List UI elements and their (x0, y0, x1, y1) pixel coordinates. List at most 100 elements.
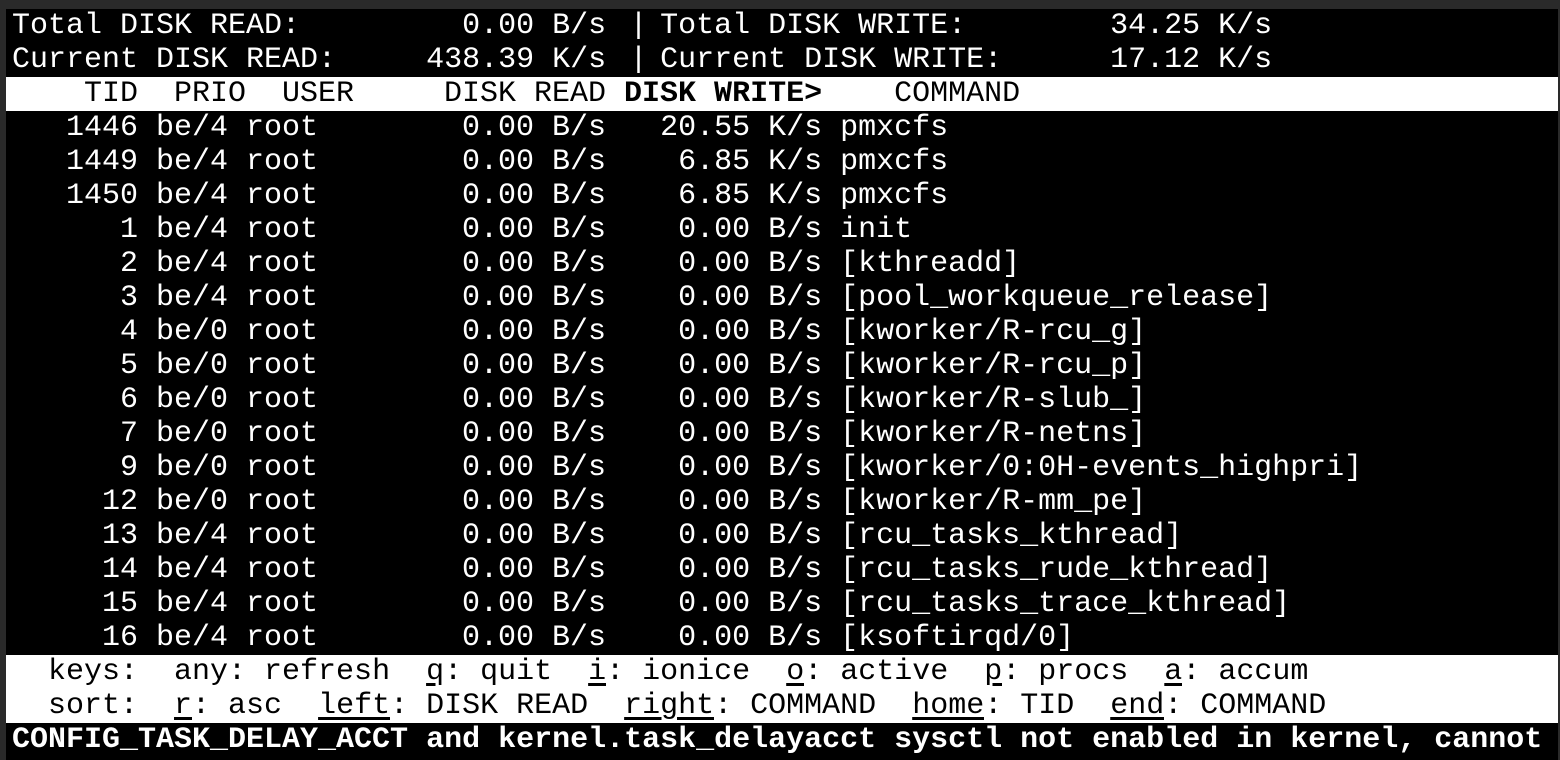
process-row[interactable]: 1446 be/4 root 0.00 B/s 20.55 K/s pmxcfs (6, 111, 1558, 145)
warning-line: CONFIG_TASK_DELAY_ACCT and kernel.task_d… (6, 723, 1558, 757)
hotkey-q[interactable]: q (426, 655, 445, 689)
process-row[interactable]: 15 be/4 root 0.00 B/s 0.00 B/s [rcu_tasks_tra… (6, 587, 1558, 621)
cell-read: 0.00 B/s (462, 111, 607, 145)
cell-prio: be/4 (156, 145, 229, 179)
cell-write: 0.00 B/s (678, 451, 823, 485)
process-row[interactable]: 1449 be/4 root 0.00 B/s 6.85 K/s pmxcfs (6, 145, 1558, 179)
cell-tid: 1450 (66, 179, 139, 213)
cell-write: 0.00 B/s (678, 281, 823, 315)
cell-tid: 7 (120, 417, 139, 451)
hotkey-label: active (840, 655, 949, 689)
hotkey-p[interactable]: p (984, 655, 1003, 689)
hotkey-label: procs (1038, 655, 1129, 689)
cell-read: 0.00 B/s (462, 281, 607, 315)
sort-label: sort: (48, 689, 139, 723)
cell-tid: 13 (102, 519, 139, 553)
cell-user: root (246, 315, 319, 349)
cell-tid: 3 (120, 281, 139, 315)
cell-command: [rcu_tasks_rude_kthread] (840, 553, 1273, 587)
col-prio[interactable]: PRIO (174, 77, 247, 111)
cell-write: 6.85 K/s (678, 179, 823, 213)
cell-user: root (246, 451, 319, 485)
hotkey-home[interactable]: home (912, 689, 985, 723)
cell-prio: be/4 (156, 553, 229, 587)
cell-user: root (246, 485, 319, 519)
cell-prio: be/4 (156, 519, 229, 553)
cell-command: [ksoftirqd/0] (840, 621, 1075, 655)
hotkey-any[interactable]: any (174, 655, 229, 689)
cell-tid: 1449 (66, 145, 139, 179)
cell-command: [kworker/0:0H-events_highpri] (840, 451, 1363, 485)
total-read-label: Total DISK READ: (12, 9, 301, 43)
cell-user: root (246, 587, 319, 621)
colon: : (228, 655, 265, 689)
process-row[interactable]: 9 be/0 root 0.00 B/s 0.00 B/s [kworker/0:0H-e… (6, 451, 1558, 485)
cell-user: root (246, 553, 319, 587)
cell-user: root (246, 519, 319, 553)
cell-command: [rcu_tasks_trace_kthread] (840, 587, 1291, 621)
cell-prio: be/4 (156, 179, 229, 213)
cell-command: [rcu_tasks_kthread] (840, 519, 1183, 553)
col-user[interactable]: USER (282, 77, 355, 111)
col-tid[interactable]: TID (84, 77, 139, 111)
process-row[interactable]: 3 be/4 root 0.00 B/s 0.00 B/s [pool_workqueue… (6, 281, 1558, 315)
hotkey-left[interactable]: left (318, 689, 391, 723)
cell-write: 0.00 B/s (678, 621, 823, 655)
hotkey-i[interactable]: i (588, 655, 607, 689)
colon: : (1164, 689, 1201, 723)
hotkey-label: accum (1218, 655, 1309, 689)
sort-help-line: sort: r: asc left: DISK READ right: COMMAN… (6, 689, 1558, 723)
cell-prio: be/4 (156, 281, 229, 315)
cell-user: root (246, 417, 319, 451)
cell-command: [kthreadd] (840, 247, 1021, 281)
keys-label: keys: (48, 655, 139, 689)
cell-command: pmxcfs (840, 145, 949, 179)
cell-read: 0.00 B/s (462, 213, 607, 247)
cell-tid: 15 (102, 587, 139, 621)
cell-tid: 16 (102, 621, 139, 655)
cell-tid: 5 (120, 349, 139, 383)
cell-prio: be/0 (156, 485, 229, 519)
colon: : (984, 689, 1021, 723)
iotop-terminal[interactable]: Total DISK READ: 0.00 B/s | Total DISK W… (6, 9, 1558, 760)
hotkey-a[interactable]: a (1164, 655, 1183, 689)
hotkey-r[interactable]: r (174, 689, 193, 723)
cell-prio: be/0 (156, 451, 229, 485)
cell-write: 0.00 B/s (678, 417, 823, 451)
col-disk-read[interactable]: DISK READ (444, 77, 607, 111)
process-row[interactable]: 4 be/0 root 0.00 B/s 0.00 B/s [kworker/R-rcu_… (6, 315, 1558, 349)
process-row[interactable]: 6 be/0 root 0.00 B/s 0.00 B/s [kworker/R-slub… (6, 383, 1558, 417)
process-row[interactable]: 16 be/4 root 0.00 B/s 0.00 B/s [ksoftirqd/0] (6, 621, 1558, 655)
process-row[interactable]: 2 be/4 root 0.00 B/s 0.00 B/s [kthreadd] (6, 247, 1558, 281)
cell-user: root (246, 145, 319, 179)
process-row[interactable]: 12 be/0 root 0.00 B/s 0.00 B/s [kworker/R-mm_… (6, 485, 1558, 519)
cell-command: pmxcfs (840, 179, 949, 213)
col-disk-write-sorted[interactable]: DISK WRITE> (624, 77, 823, 111)
current-io-line: Current DISK READ: 438.39 K/s | Current … (6, 43, 1558, 77)
cell-write: 0.00 B/s (678, 553, 823, 587)
hotkey-o[interactable]: o (786, 655, 805, 689)
hotkey-label: DISK READ (426, 689, 589, 723)
cell-write: 0.00 B/s (678, 247, 823, 281)
cell-prio: be/4 (156, 213, 229, 247)
hotkey-right[interactable]: right (624, 689, 715, 723)
cell-tid: 14 (102, 553, 139, 587)
col-command[interactable]: COMMAND (894, 77, 1021, 111)
cell-prio: be/4 (156, 621, 229, 655)
cell-tid: 1446 (66, 111, 139, 145)
process-row[interactable]: 5 be/0 root 0.00 B/s 0.00 B/s [kworker/R-rcu_… (6, 349, 1558, 383)
total-write-label: Total DISK WRITE: (660, 9, 967, 43)
cell-tid: 2 (120, 247, 139, 281)
process-row[interactable]: 7 be/0 root 0.00 B/s 0.00 B/s [kworker/R-netn… (6, 417, 1558, 451)
cell-write: 6.85 K/s (678, 145, 823, 179)
cell-read: 0.00 B/s (462, 451, 607, 485)
cell-tid: 9 (120, 451, 139, 485)
process-row[interactable]: 14 be/4 root 0.00 B/s 0.00 B/s [rcu_tasks_rud… (6, 553, 1558, 587)
cell-user: root (246, 281, 319, 315)
process-row[interactable]: 13 be/4 root 0.00 B/s 0.00 B/s [rcu_tasks_kth… (6, 519, 1558, 553)
hotkey-end[interactable]: end (1110, 689, 1165, 723)
cell-read: 0.00 B/s (462, 553, 607, 587)
process-row[interactable]: 1 be/4 root 0.00 B/s 0.00 B/s init (6, 213, 1558, 247)
process-row[interactable]: 1450 be/4 root 0.00 B/s 6.85 K/s pmxcfs (6, 179, 1558, 213)
warning-message: CONFIG_TASK_DELAY_ACCT and kernel.task_d… (12, 723, 1543, 757)
